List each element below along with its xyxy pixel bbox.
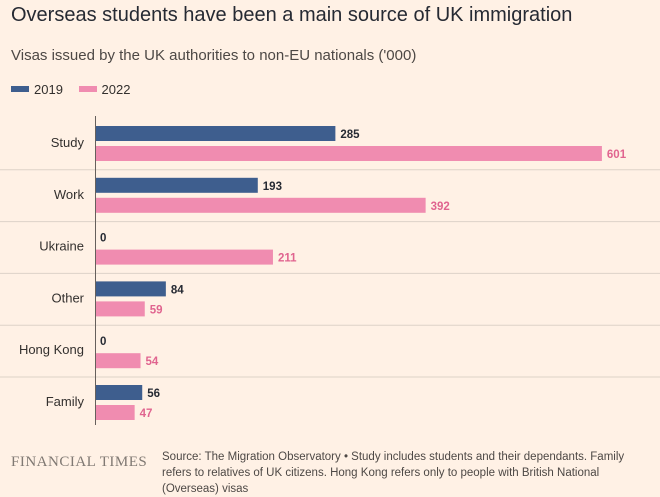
legend-label-2022: 2022 bbox=[101, 81, 131, 97]
data-label-2019-ukraine: 0 bbox=[100, 233, 106, 245]
ft-logo: FINANCIAL TIMES bbox=[11, 454, 148, 470]
category-label-study: Study bbox=[51, 135, 85, 150]
chart-title: Overseas students have been a main sourc… bbox=[11, 4, 573, 26]
bar-chart: Study 285 601 Work 193 392 Ukraine 0 211 Other 84 5… bbox=[0, 116, 660, 425]
chart-subtitle: Visas issued by the UK authorities to no… bbox=[11, 47, 417, 64]
legend: 2019 2022 bbox=[11, 80, 142, 97]
bar-2022-other bbox=[95, 301, 145, 317]
data-label-2019-hong-kong: 0 bbox=[100, 336, 106, 348]
category-label-ukraine: Ukraine bbox=[39, 239, 84, 254]
source-note: Source: The Migration Observatory • Stud… bbox=[162, 451, 625, 495]
bar-2022-study bbox=[95, 146, 602, 161]
legend-swatch-2019 bbox=[11, 86, 29, 92]
legend-swatch-2022 bbox=[78, 86, 97, 92]
bar-2019-study bbox=[95, 126, 336, 141]
legend-item-2022: 2022 bbox=[78, 81, 131, 97]
data-label-2019-family: 56 bbox=[147, 388, 160, 400]
legend-label-2019: 2019 bbox=[34, 81, 63, 97]
bar-2022-work bbox=[95, 197, 426, 213]
bar-2019-work bbox=[95, 177, 258, 193]
data-label-2022-study: 601 bbox=[607, 149, 627, 161]
data-label-2022-family: 47 bbox=[140, 408, 153, 420]
data-label-2019-other: 84 bbox=[171, 284, 184, 296]
data-label-2019-study: 285 bbox=[340, 129, 360, 141]
category-label-family: Family bbox=[46, 394, 85, 409]
data-label-2022-ukraine: 211 bbox=[278, 253, 297, 265]
data-label-2022-other: 59 bbox=[150, 304, 163, 316]
data-label-2019-work: 193 bbox=[263, 181, 282, 193]
bar-2022-family bbox=[95, 405, 135, 420]
bar-2022-ukraine bbox=[95, 249, 273, 265]
bar-2019-other bbox=[95, 281, 166, 297]
category-label-hong-kong: Hong Kong bbox=[19, 342, 84, 357]
data-label-2022-hong-kong: 54 bbox=[146, 356, 159, 368]
data-label-2022-work: 392 bbox=[431, 201, 450, 213]
category-label-other: Other bbox=[51, 290, 84, 305]
legend-item-2019: 2019 bbox=[11, 82, 63, 97]
bar-2019-family bbox=[95, 385, 143, 400]
category-label-work: Work bbox=[54, 187, 85, 202]
bar-2022-hong-kong bbox=[95, 353, 141, 369]
